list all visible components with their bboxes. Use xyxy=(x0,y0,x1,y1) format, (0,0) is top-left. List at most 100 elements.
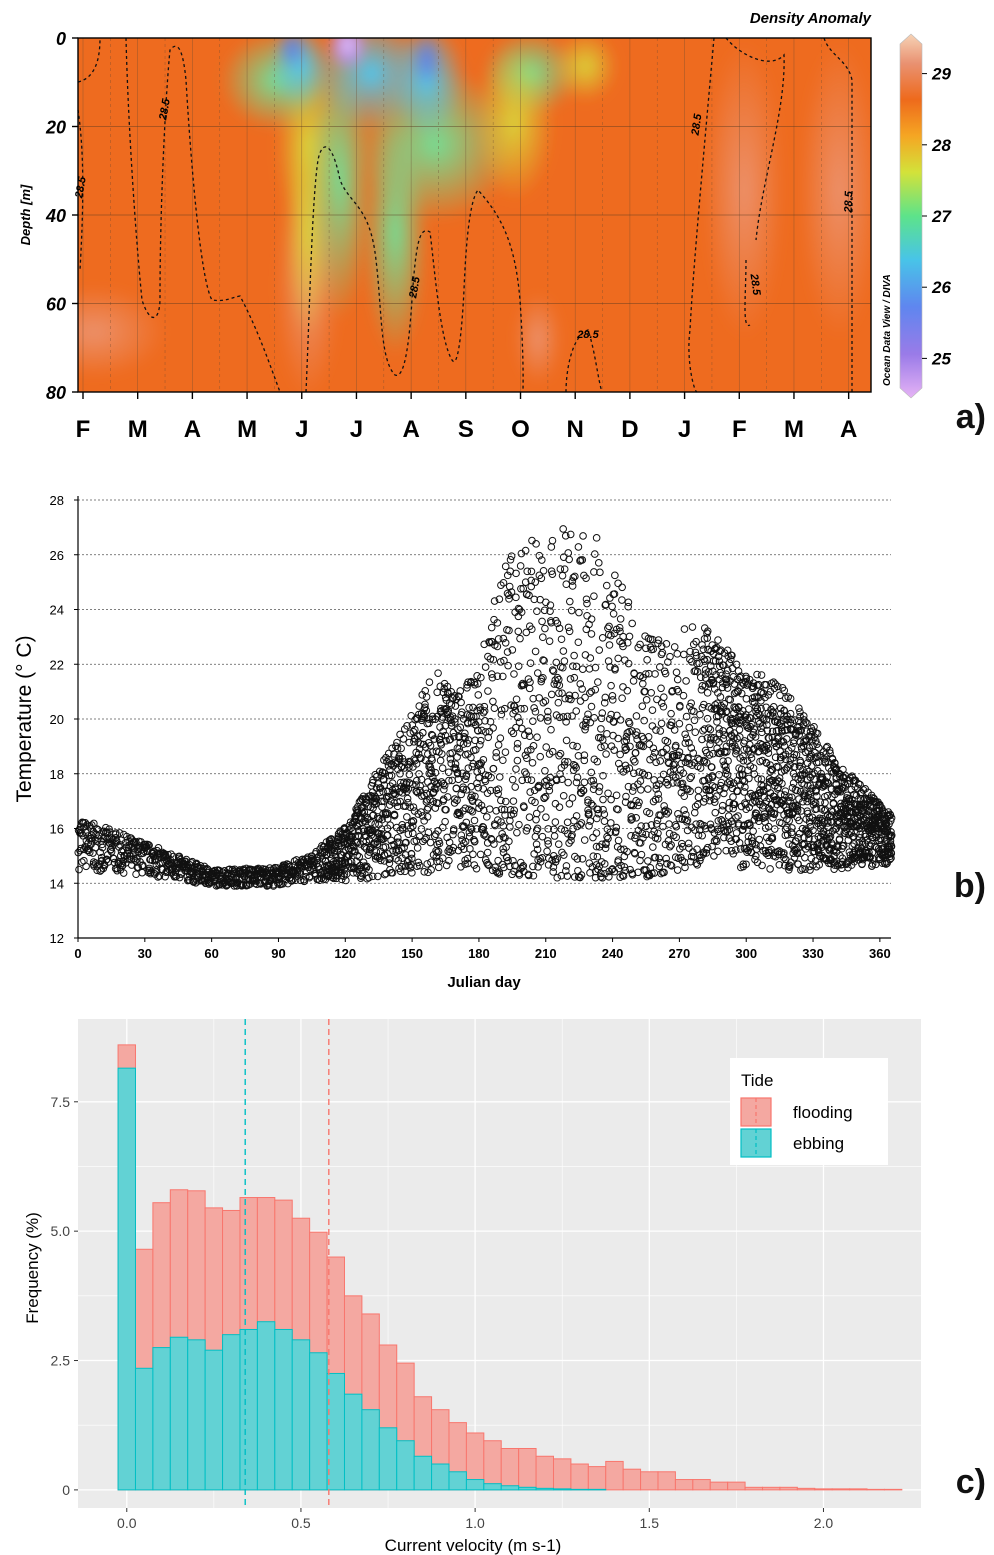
temperature-point xyxy=(339,829,347,838)
temperature-point xyxy=(654,636,663,644)
temperature-point xyxy=(460,845,468,853)
temperature-point xyxy=(447,701,456,709)
flooding-bar xyxy=(605,1460,624,1491)
temperature-point xyxy=(453,796,461,805)
temperature-point xyxy=(449,825,458,833)
temperature-point xyxy=(513,756,522,765)
temperature-point xyxy=(429,773,437,781)
temperature-point xyxy=(225,865,234,874)
temperature-point xyxy=(578,685,586,693)
density-blob xyxy=(411,38,443,88)
temperature-point xyxy=(794,775,802,784)
temperature-point xyxy=(763,721,771,729)
temperature-point xyxy=(581,651,590,659)
temperature-point xyxy=(781,755,790,764)
temperature-point xyxy=(625,719,634,728)
temperature-point xyxy=(632,813,640,822)
temperature-point xyxy=(434,863,443,872)
temperature-point xyxy=(750,693,759,701)
temperature-point xyxy=(652,726,660,734)
temperature-point xyxy=(682,810,690,819)
histogram-y-axis-title: Frequency (%) xyxy=(23,1212,42,1323)
temperature-point xyxy=(682,817,691,826)
temperature-point xyxy=(532,840,541,849)
temperature-point xyxy=(608,602,616,611)
temperature-point xyxy=(590,713,599,722)
temperature-point xyxy=(527,567,536,576)
temperature-point xyxy=(675,771,683,780)
temperature-point xyxy=(636,640,644,649)
temperature-point xyxy=(438,750,446,758)
current-velocity-histogram: 0 2.5 5.0 7.5 0.0 0.5 1.0 1.5 2.0 Current veloci… xyxy=(23,1019,921,1555)
temperature-point xyxy=(516,562,525,570)
temperature-point xyxy=(712,792,721,801)
temperature-point xyxy=(556,749,565,758)
temperature-point xyxy=(581,725,589,734)
temperature-point xyxy=(579,786,588,795)
temperature-point xyxy=(749,827,757,835)
temperature-point xyxy=(461,775,470,784)
temperature-point xyxy=(586,817,595,825)
ebbing-bar xyxy=(431,1463,450,1491)
temperature-point xyxy=(132,870,140,879)
temperature-point xyxy=(555,689,563,697)
temperature-point xyxy=(723,715,731,723)
ebbing-bar xyxy=(465,1479,485,1491)
temperature-point xyxy=(580,836,589,844)
temperature-point xyxy=(446,713,455,722)
temperature-point xyxy=(739,825,747,834)
density-grid xyxy=(78,38,871,392)
temperature-point xyxy=(723,771,732,779)
temperature-point xyxy=(400,843,408,852)
temperature-point xyxy=(723,707,731,716)
temperature-point xyxy=(551,818,560,826)
temperature-point xyxy=(574,543,583,551)
temperature-point xyxy=(883,859,891,868)
ebbing-bar xyxy=(483,1483,502,1491)
histogram-x-tick-label: 2.0 xyxy=(814,1515,834,1531)
temperature-point xyxy=(510,861,519,870)
temperature-point xyxy=(841,829,850,838)
temperature-point xyxy=(710,734,718,742)
temperature-point xyxy=(599,771,607,780)
temperature-point xyxy=(594,678,602,686)
temperature-point xyxy=(641,670,650,678)
temperature-point xyxy=(531,798,539,807)
temperature-point xyxy=(544,825,552,833)
temperature-axes: 12 14 16 18 20 22 24 26 28 0 30 60 90 120 150 180 210 240… xyxy=(50,493,891,961)
contour-label: 28.5 xyxy=(73,175,89,200)
temperature-point xyxy=(723,684,732,692)
temperature-point xyxy=(638,829,647,838)
temperature-point xyxy=(785,865,793,874)
temperature-point xyxy=(520,704,529,713)
contour-28-5-line xyxy=(725,37,785,241)
current-velocity-panel: 0 2.5 5.0 7.5 0.0 0.5 1.0 1.5 2.0 Current veloci… xyxy=(0,1010,994,1555)
temperature-point xyxy=(725,659,734,667)
temperature-point xyxy=(636,777,645,785)
temperature-point xyxy=(380,850,389,859)
temperature-point xyxy=(387,771,396,780)
temperature-point xyxy=(704,724,713,732)
temperature-x-tick-label: 150 xyxy=(401,946,423,961)
temperature-point xyxy=(423,812,432,821)
temperature-point xyxy=(848,842,857,850)
temperature-point xyxy=(851,808,860,817)
temperature-point xyxy=(459,740,468,748)
temperature-point xyxy=(516,634,524,643)
temperature-point xyxy=(693,860,702,869)
temperature-point xyxy=(510,867,518,876)
temperature-point xyxy=(474,783,483,792)
temperature-point xyxy=(595,783,604,791)
temperature-x-tick-label: 180 xyxy=(468,946,490,961)
temperature-point xyxy=(543,847,551,856)
temperature-point xyxy=(797,849,805,857)
density-month-label: F xyxy=(76,416,91,443)
temperature-point xyxy=(532,540,540,548)
temperature-point xyxy=(577,871,586,879)
temperature-point xyxy=(415,861,424,870)
density-month-label: A xyxy=(402,416,419,443)
temperature-point xyxy=(703,627,712,635)
temperature-point xyxy=(486,717,495,726)
temperature-point xyxy=(769,703,778,711)
temperature-point xyxy=(732,813,740,822)
